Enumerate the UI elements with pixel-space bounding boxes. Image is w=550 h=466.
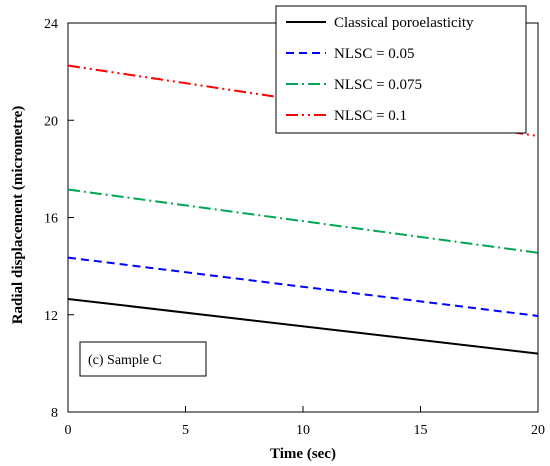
x-tick-label: 5 (182, 423, 189, 438)
x-tick-label: 10 (296, 423, 310, 438)
legend-label: Classical poroelasticity (334, 15, 474, 31)
x-tick-label: 20 (531, 423, 545, 438)
y-tick-label: 24 (44, 17, 58, 32)
legend: Classical poroelasticity NLSC = 0.05 NLSC … (275, 5, 527, 134)
series-line (67, 256, 539, 317)
annotation-box: (c) Sample C (79, 341, 207, 377)
series-line (67, 188, 539, 254)
legend-label: NLSC = 0.075 (334, 77, 422, 93)
y-tick-label: 20 (44, 114, 58, 129)
y-axis: 8 12 16 20 24 (44, 17, 74, 421)
y-tick-label: 12 (44, 309, 58, 324)
x-axis-label: Time (sec) (270, 446, 336, 462)
x-tick-label: 0 (65, 423, 72, 438)
y-tick-label: 8 (51, 406, 58, 421)
x-tick-label: 15 (414, 423, 428, 438)
x-axis: 0 5 10 15 20 (65, 406, 545, 438)
legend-label: NLSC = 0.1 (334, 108, 407, 124)
legend-label: NLSC = 0.05 (334, 46, 415, 62)
annotation-text: (c) Sample C (88, 353, 162, 368)
y-axis-label: Radial displacement (micrometre) (10, 106, 26, 325)
y-tick-label: 16 (44, 212, 58, 227)
legend-box (275, 5, 527, 134)
series-line (67, 297, 539, 355)
